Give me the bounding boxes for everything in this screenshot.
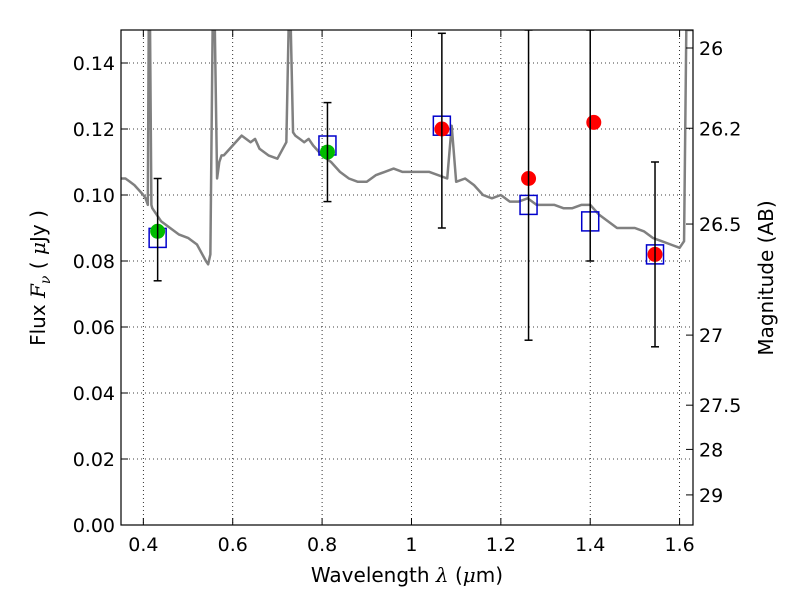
- x-tick-label: 1: [405, 534, 417, 556]
- plot-background: [121, 30, 693, 525]
- y-tick-label: 0.06: [73, 317, 115, 339]
- y-axis-label: Flux Fν ( μJy ): [26, 210, 54, 346]
- y2-tick-label: 26: [699, 38, 723, 60]
- y-tick-label: 0.10: [73, 185, 115, 207]
- model-spectrum-line: [121, 30, 693, 266]
- x-tick-label: 0.8: [307, 534, 337, 556]
- ticks: 0.4 0.6 0.8 1 1.2 1.4 1.6 0.00 0.02 0.04 0.06 0.08 0…: [73, 30, 741, 556]
- y2-tick-label: 26.5: [699, 214, 741, 236]
- y-tick-label: 0.02: [73, 449, 115, 471]
- x-tick-label: 0.6: [218, 534, 248, 556]
- x-axis-label: Wavelength λ (μm): [311, 563, 503, 587]
- plot-frame: [120, 29, 694, 526]
- x-tick-label: 0.4: [128, 534, 158, 556]
- error-bars: [153, 30, 660, 348]
- observed-point-red: [586, 114, 602, 130]
- y-tick-label: 0.04: [73, 383, 115, 405]
- y-tick-label: 0.00: [73, 515, 115, 537]
- x-tick-label: 1.2: [486, 534, 516, 556]
- x-tick-label: 1.4: [575, 534, 605, 556]
- y2-tick-label: 28: [699, 439, 723, 461]
- y2-tick-label: 27.5: [699, 395, 741, 417]
- x-tick-label: 1.6: [664, 534, 694, 556]
- y-tick-label: 0.08: [73, 251, 115, 273]
- y2-tick-label: 26.2: [699, 118, 741, 140]
- y2-axis-label: Magnitude (AB): [754, 200, 778, 355]
- y2-tick-label: 27: [699, 325, 723, 347]
- y-tick-label: 0.12: [73, 119, 115, 141]
- y-tick-label: 0.14: [73, 53, 115, 75]
- y2-tick-label: 29: [699, 485, 723, 507]
